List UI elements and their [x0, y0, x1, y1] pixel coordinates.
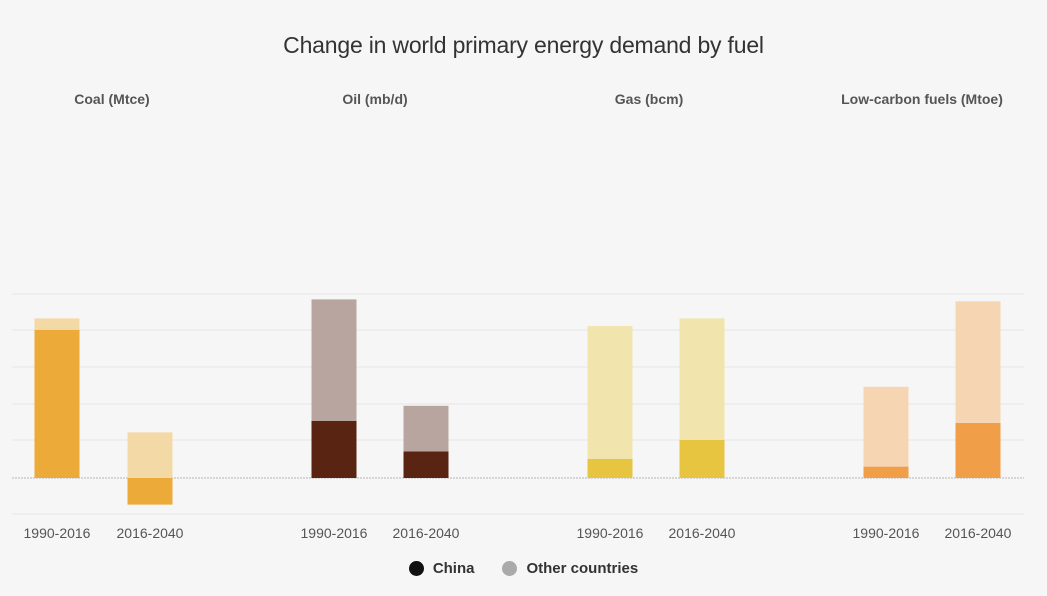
x-tick-label-2-1: 2016-2040 — [669, 525, 736, 541]
bar-3-1-other-countries — [955, 301, 1001, 423]
legend-swatch-other-countries — [502, 561, 518, 576]
panel-title-1: Oil (mb/d) — [342, 91, 407, 107]
x-tick-label-0-1: 2016-2040 — [117, 525, 184, 541]
x-tick-label-3-1: 2016-2040 — [945, 525, 1012, 541]
bar-0-0-china — [34, 329, 80, 478]
bar-1-1-china — [403, 451, 449, 478]
x-tick-label-0-0: 1990-2016 — [24, 525, 91, 541]
x-tick-label-1-1: 2016-2040 — [393, 525, 460, 541]
bar-2-0-china — [587, 459, 633, 478]
panel-title-2: Gas (bcm) — [615, 91, 683, 107]
bar-3-1-china — [955, 422, 1001, 478]
bar-3-0-china — [863, 466, 909, 478]
bar-1-0-china — [311, 421, 357, 478]
legend-label-china: China — [432, 560, 475, 577]
bar-0-0-other-countries — [34, 318, 80, 330]
bar-1-0-other-countries — [311, 299, 357, 421]
bar-1-1-other-countries — [403, 405, 449, 452]
bar-2-1-china — [679, 440, 725, 478]
bar-3-0-other-countries — [863, 386, 909, 467]
legend-item-china[interactable]: China — [408, 560, 475, 577]
legend-swatch-china — [408, 561, 424, 576]
x-tick-label-1-0: 1990-2016 — [301, 525, 368, 541]
legend: China Other countries — [0, 560, 1047, 577]
bar-0-1-china — [127, 478, 173, 505]
x-tick-label-3-0: 1990-2016 — [853, 525, 920, 541]
legend-item-other-countries[interactable]: Other countries — [502, 560, 638, 577]
x-tick-label-2-0: 1990-2016 — [577, 525, 644, 541]
panel-title-0: Coal (Mtce) — [74, 91, 149, 107]
panel-title-3: Low-carbon fuels (Mtoe) — [841, 91, 1003, 107]
bar-0-1-other-countries — [127, 432, 173, 478]
chart-title: Change in world primary energy demand by… — [283, 32, 764, 58]
bar-2-0-other-countries — [587, 326, 633, 459]
bar-2-1-other-countries — [679, 318, 725, 440]
legend-label-other-countries: Other countries — [526, 560, 639, 577]
